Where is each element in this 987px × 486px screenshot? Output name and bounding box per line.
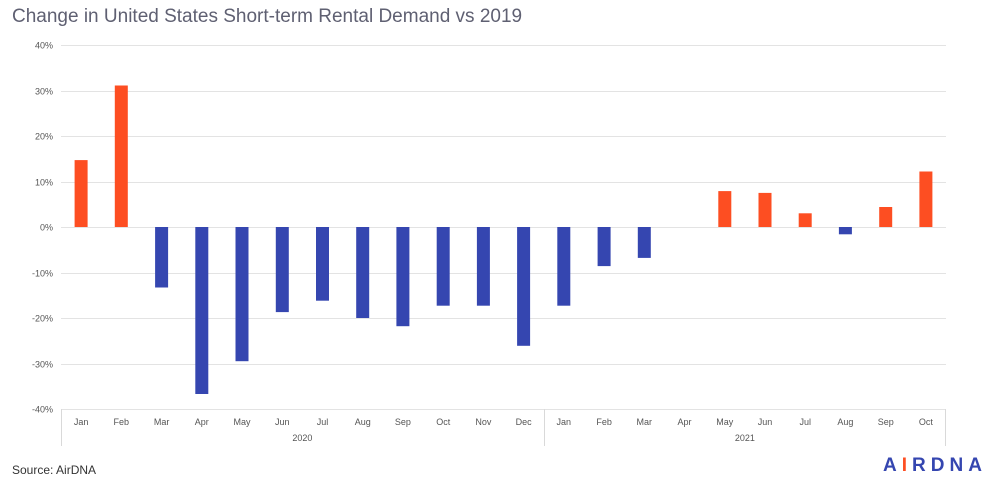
y-tick-label: -40% xyxy=(32,405,53,415)
x-group-label: 2020 xyxy=(292,433,312,443)
x-tick-label: May xyxy=(716,417,734,427)
bar-feb-1 xyxy=(114,85,128,227)
bar-oct-21 xyxy=(919,171,933,227)
axes xyxy=(61,409,946,446)
y-tick-label: 0% xyxy=(40,223,53,233)
x-tick-label: Apr xyxy=(677,417,691,427)
x-tick-label: Oct xyxy=(919,417,934,427)
x-tick-label: Feb xyxy=(596,417,612,427)
bar-jan-0 xyxy=(74,160,88,227)
x-tick-label: Nov xyxy=(475,417,492,427)
bar-feb-13 xyxy=(597,227,611,267)
grid-lines xyxy=(61,45,946,410)
y-tick-label: 20% xyxy=(35,132,53,142)
bar-sep-8 xyxy=(396,227,410,327)
x-tick-label: Feb xyxy=(114,417,130,427)
x-tick-label: May xyxy=(233,417,251,427)
x-tick-label: Jun xyxy=(758,417,773,427)
x-tick-label: Oct xyxy=(436,417,451,427)
x-tick-label: Dec xyxy=(516,417,533,427)
y-tick-label: 30% xyxy=(35,87,53,97)
bar-apr-3 xyxy=(195,227,209,394)
x-tick-label: Jul xyxy=(317,417,329,427)
chart-title: Change in United States Short-term Renta… xyxy=(12,6,523,27)
x-tick-label: Jul xyxy=(799,417,811,427)
bar-aug-7 xyxy=(356,227,370,318)
bar-jan-12 xyxy=(557,227,571,306)
x-tick-label: Aug xyxy=(355,417,371,427)
y-tick-label: 40% xyxy=(35,41,53,51)
source-note: Source: AirDNA xyxy=(12,463,97,477)
bar-nov-10 xyxy=(476,227,490,306)
y-tick-label: 10% xyxy=(35,178,53,188)
bar-jul-6 xyxy=(316,227,329,301)
bar-oct-9 xyxy=(436,227,450,306)
bar-aug-19 xyxy=(838,227,852,235)
bar-jul-18 xyxy=(798,213,812,227)
bar-may-16 xyxy=(718,191,732,227)
bar-may-4 xyxy=(235,227,249,362)
x-tick-label: Mar xyxy=(154,417,170,427)
y-tick-label: -30% xyxy=(32,360,53,370)
x-tick-label: Apr xyxy=(195,417,209,427)
bar-jun-17 xyxy=(758,192,772,227)
x-tick-label: Sep xyxy=(395,417,411,427)
y-tick-label: -20% xyxy=(32,314,53,324)
y-tick-label: -10% xyxy=(32,269,53,279)
axis-labels: 40% 30% 20% 10% 0% -10% -20% -30% -40% Jan Feb Mar A… xyxy=(32,41,933,444)
x-tick-label: Jan xyxy=(74,417,89,427)
x-tick-label: Aug xyxy=(837,417,853,427)
bar-sep-20 xyxy=(879,207,893,227)
bar-jun-5 xyxy=(275,227,289,313)
airdna-logo: AIRDNA xyxy=(883,455,987,476)
bar-dec-11 xyxy=(517,227,531,346)
bar-mar-2 xyxy=(155,227,169,288)
x-tick-label: Jun xyxy=(275,417,290,427)
x-tick-label: Jan xyxy=(557,417,572,427)
x-group-label: 2021 xyxy=(735,433,755,443)
bars xyxy=(74,85,933,394)
bar-mar-14 xyxy=(637,227,651,258)
x-tick-label: Mar xyxy=(637,417,653,427)
x-tick-label: Sep xyxy=(878,417,894,427)
